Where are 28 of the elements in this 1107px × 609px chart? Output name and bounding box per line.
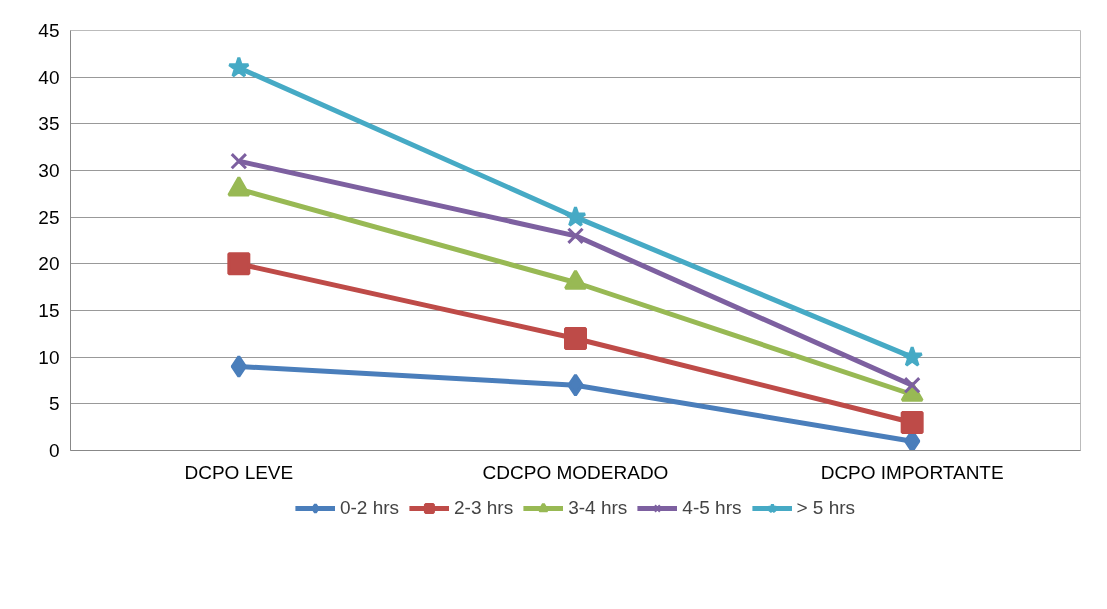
point	[564, 327, 587, 350]
point	[900, 411, 924, 434]
y-tick-label: 25	[38, 206, 60, 228]
y-tick-label: 45	[38, 20, 60, 41]
point	[567, 373, 584, 397]
x-tick-label: DCPO LEVE	[184, 461, 294, 483]
legend-label: 4-5 hrs	[682, 496, 742, 519]
y-tick-label: 30	[38, 160, 60, 181]
point	[227, 56, 250, 78]
y-tick-label: 20	[38, 253, 60, 275]
legend-label: 3-4 hrs	[568, 496, 628, 519]
x-tick-label: DCPO IMPORTANTE	[820, 461, 1004, 483]
y-tick-label: 10	[38, 346, 60, 368]
x-tick-label: CDCPO MODERADO	[482, 461, 669, 483]
legend-label: > 5 hrs	[796, 496, 856, 519]
y-tick-label: 35	[38, 113, 60, 135]
point	[227, 252, 251, 276]
legend-label: 2-3 hrs	[454, 496, 514, 519]
legend-label: 0-2 hrs	[339, 496, 400, 519]
point	[230, 355, 247, 378]
y-tick-label: 15	[38, 300, 60, 321]
y-tick-label: 0	[48, 440, 60, 461]
point	[566, 227, 585, 245]
point	[564, 205, 587, 227]
point	[901, 345, 924, 367]
point	[230, 152, 248, 170]
y-tick-label: 40	[38, 66, 60, 88]
y-tick-label: 5	[48, 393, 60, 415]
